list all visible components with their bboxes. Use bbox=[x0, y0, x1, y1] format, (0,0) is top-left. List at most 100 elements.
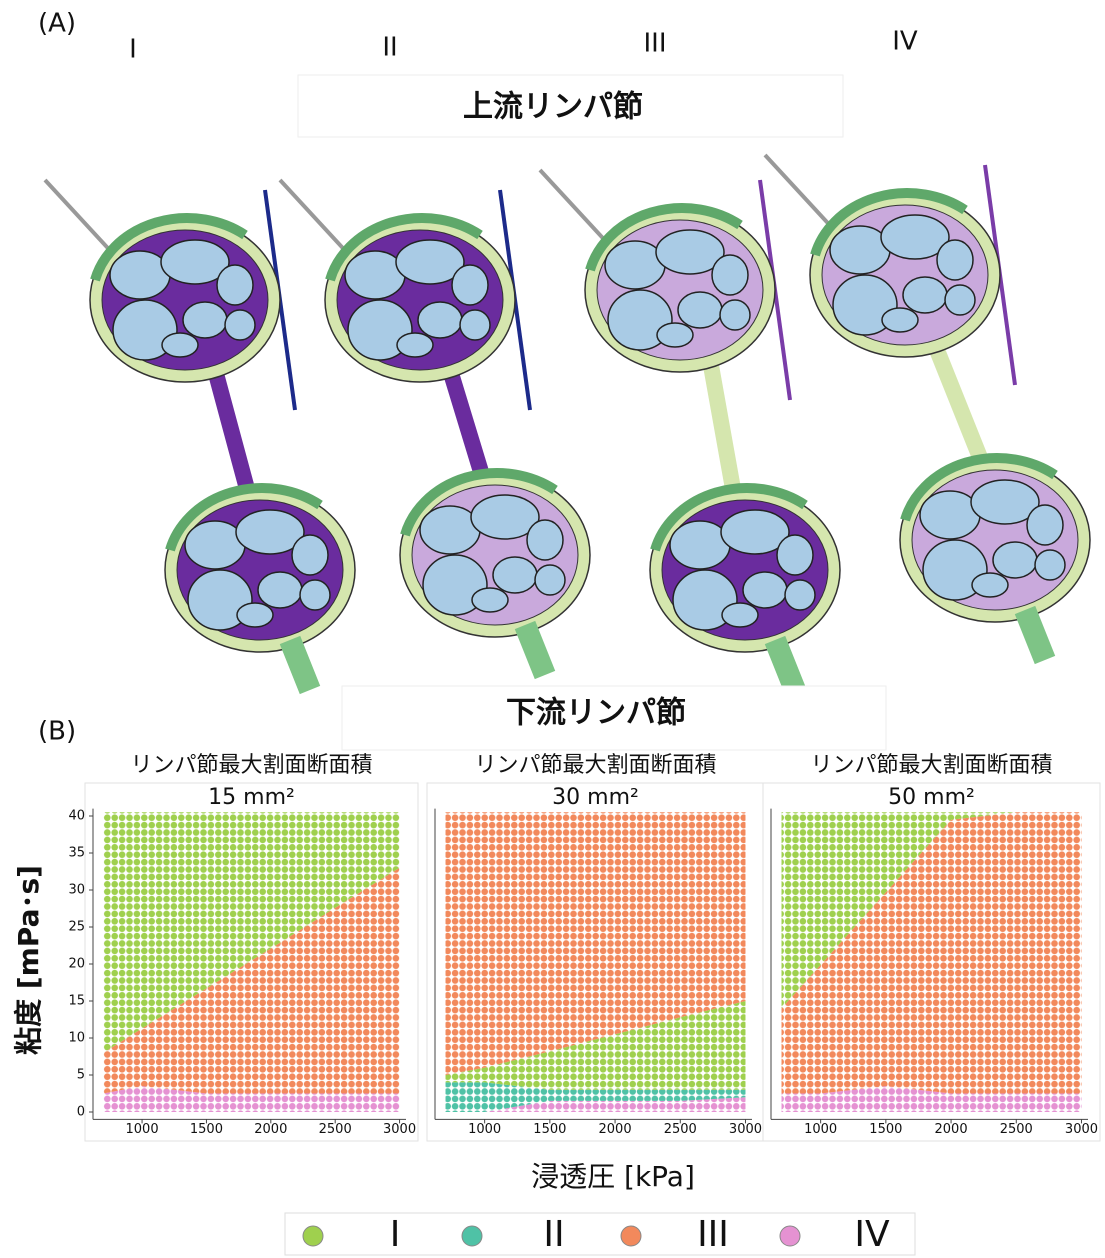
node-cortex bbox=[650, 483, 808, 552]
efferent-duct bbox=[1014, 605, 1056, 665]
follicle bbox=[881, 307, 919, 333]
lymph-duct bbox=[442, 367, 493, 488]
x-axis-label: 浸透圧 [kPa] bbox=[531, 1160, 695, 1193]
follicle bbox=[417, 301, 463, 339]
chart-title: リンパ節最大割面断面積 bbox=[474, 753, 716, 778]
chart-title: リンパ節最大割面断面積 bbox=[810, 753, 1052, 778]
follicle bbox=[291, 534, 329, 576]
follicle bbox=[607, 289, 673, 351]
region bbox=[103, 1086, 400, 1112]
x-tick-label: 3000 bbox=[729, 1122, 762, 1137]
legend-label: II bbox=[543, 1214, 564, 1255]
legend-marker bbox=[461, 1225, 483, 1247]
follicle bbox=[112, 299, 178, 361]
follicle bbox=[347, 299, 413, 361]
panel-label: (A) bbox=[38, 9, 76, 39]
chart-title: リンパ節最大割面断面積 bbox=[130, 753, 372, 778]
follicle bbox=[971, 572, 1009, 598]
follicle bbox=[656, 322, 694, 348]
y-tick-label: 40 bbox=[68, 809, 85, 824]
node-cortex bbox=[400, 468, 558, 537]
x-tick-label: 1000 bbox=[468, 1122, 501, 1137]
x-tick-label: 1000 bbox=[804, 1122, 837, 1137]
x-tick-label: 2000 bbox=[599, 1122, 632, 1137]
follicle bbox=[970, 479, 1040, 525]
follicle bbox=[784, 579, 816, 611]
illustration bbox=[43, 153, 1091, 695]
x-tick-label: 3000 bbox=[383, 1122, 416, 1137]
follicle bbox=[160, 239, 230, 285]
follicle bbox=[719, 299, 751, 331]
lymph-duct bbox=[702, 358, 743, 502]
lymph-duct bbox=[207, 367, 258, 503]
y-tick-label: 0 bbox=[77, 1105, 85, 1120]
x-tick-label: 2500 bbox=[664, 1122, 697, 1137]
x-tick-label: 2500 bbox=[1000, 1122, 1033, 1137]
charts: リンパ節最大割面断面積 15 mm² 1000 1500 2000 2500 3000 0 5 1… bbox=[68, 753, 1101, 1142]
x-tick-label: 1000 bbox=[126, 1122, 159, 1137]
follicle bbox=[720, 509, 790, 555]
follicle bbox=[236, 602, 274, 628]
node-cortex bbox=[90, 213, 248, 282]
follicle bbox=[721, 602, 759, 628]
legend-label: I bbox=[390, 1214, 401, 1255]
x-tick-label: 2000 bbox=[254, 1122, 287, 1137]
chart-subtitle: 15 mm² bbox=[208, 785, 295, 810]
x-tick-label: 2500 bbox=[319, 1122, 352, 1137]
x-tick-label: 2000 bbox=[935, 1122, 968, 1137]
follicle bbox=[235, 509, 305, 555]
follicle bbox=[257, 571, 303, 609]
follicle bbox=[880, 214, 950, 260]
x-tick-label: 1500 bbox=[190, 1122, 223, 1137]
follicle bbox=[776, 534, 814, 576]
node-cortex bbox=[165, 483, 323, 552]
chart-subtitle: 30 mm² bbox=[552, 785, 639, 810]
chart-subtitle: 50 mm² bbox=[888, 785, 975, 810]
region bbox=[103, 812, 400, 1053]
follicle bbox=[655, 229, 725, 275]
follicle bbox=[161, 332, 199, 358]
follicle bbox=[944, 284, 976, 316]
y-tick-label: 25 bbox=[68, 920, 85, 935]
follicle bbox=[187, 569, 253, 631]
follicle bbox=[395, 239, 465, 285]
x-tick-label: 3000 bbox=[1065, 1122, 1098, 1137]
panel-label: (B) bbox=[38, 717, 76, 747]
y-axis-label: 粘度 [mPa･s] bbox=[12, 865, 45, 1055]
column-label: IV bbox=[892, 27, 918, 57]
y-tick-label: 30 bbox=[68, 883, 85, 898]
region bbox=[103, 867, 400, 1094]
node-cortex bbox=[325, 213, 483, 282]
follicle bbox=[451, 264, 489, 306]
follicle bbox=[1034, 549, 1066, 581]
y-tick-label: 35 bbox=[68, 846, 85, 861]
x-tick-label: 1500 bbox=[869, 1122, 902, 1137]
region bbox=[445, 1001, 746, 1090]
node-cortex bbox=[810, 188, 968, 257]
column-label: III bbox=[643, 29, 666, 59]
legend-marker bbox=[302, 1225, 324, 1247]
legend-label: IV bbox=[854, 1214, 890, 1255]
upstream-label: 上流リンパ節 bbox=[463, 90, 643, 125]
column-label: I bbox=[129, 35, 137, 65]
follicle bbox=[1026, 504, 1064, 546]
follicle bbox=[711, 254, 749, 296]
legend-label: III bbox=[697, 1214, 729, 1255]
follicle bbox=[936, 239, 974, 281]
follicle bbox=[492, 556, 538, 594]
follicle bbox=[182, 301, 228, 339]
efferent-duct bbox=[279, 635, 321, 695]
region bbox=[781, 1086, 1082, 1112]
follicle bbox=[742, 571, 788, 609]
downstream-label: 下流リンパ節 bbox=[506, 696, 686, 731]
follicle bbox=[459, 309, 491, 341]
region bbox=[445, 812, 746, 1075]
follicle bbox=[216, 264, 254, 306]
legend-marker bbox=[779, 1225, 801, 1247]
label-box bbox=[341, 685, 887, 751]
follicle bbox=[534, 564, 566, 596]
legend-box bbox=[284, 1212, 916, 1256]
efferent-duct bbox=[514, 620, 556, 680]
follicle bbox=[992, 541, 1038, 579]
